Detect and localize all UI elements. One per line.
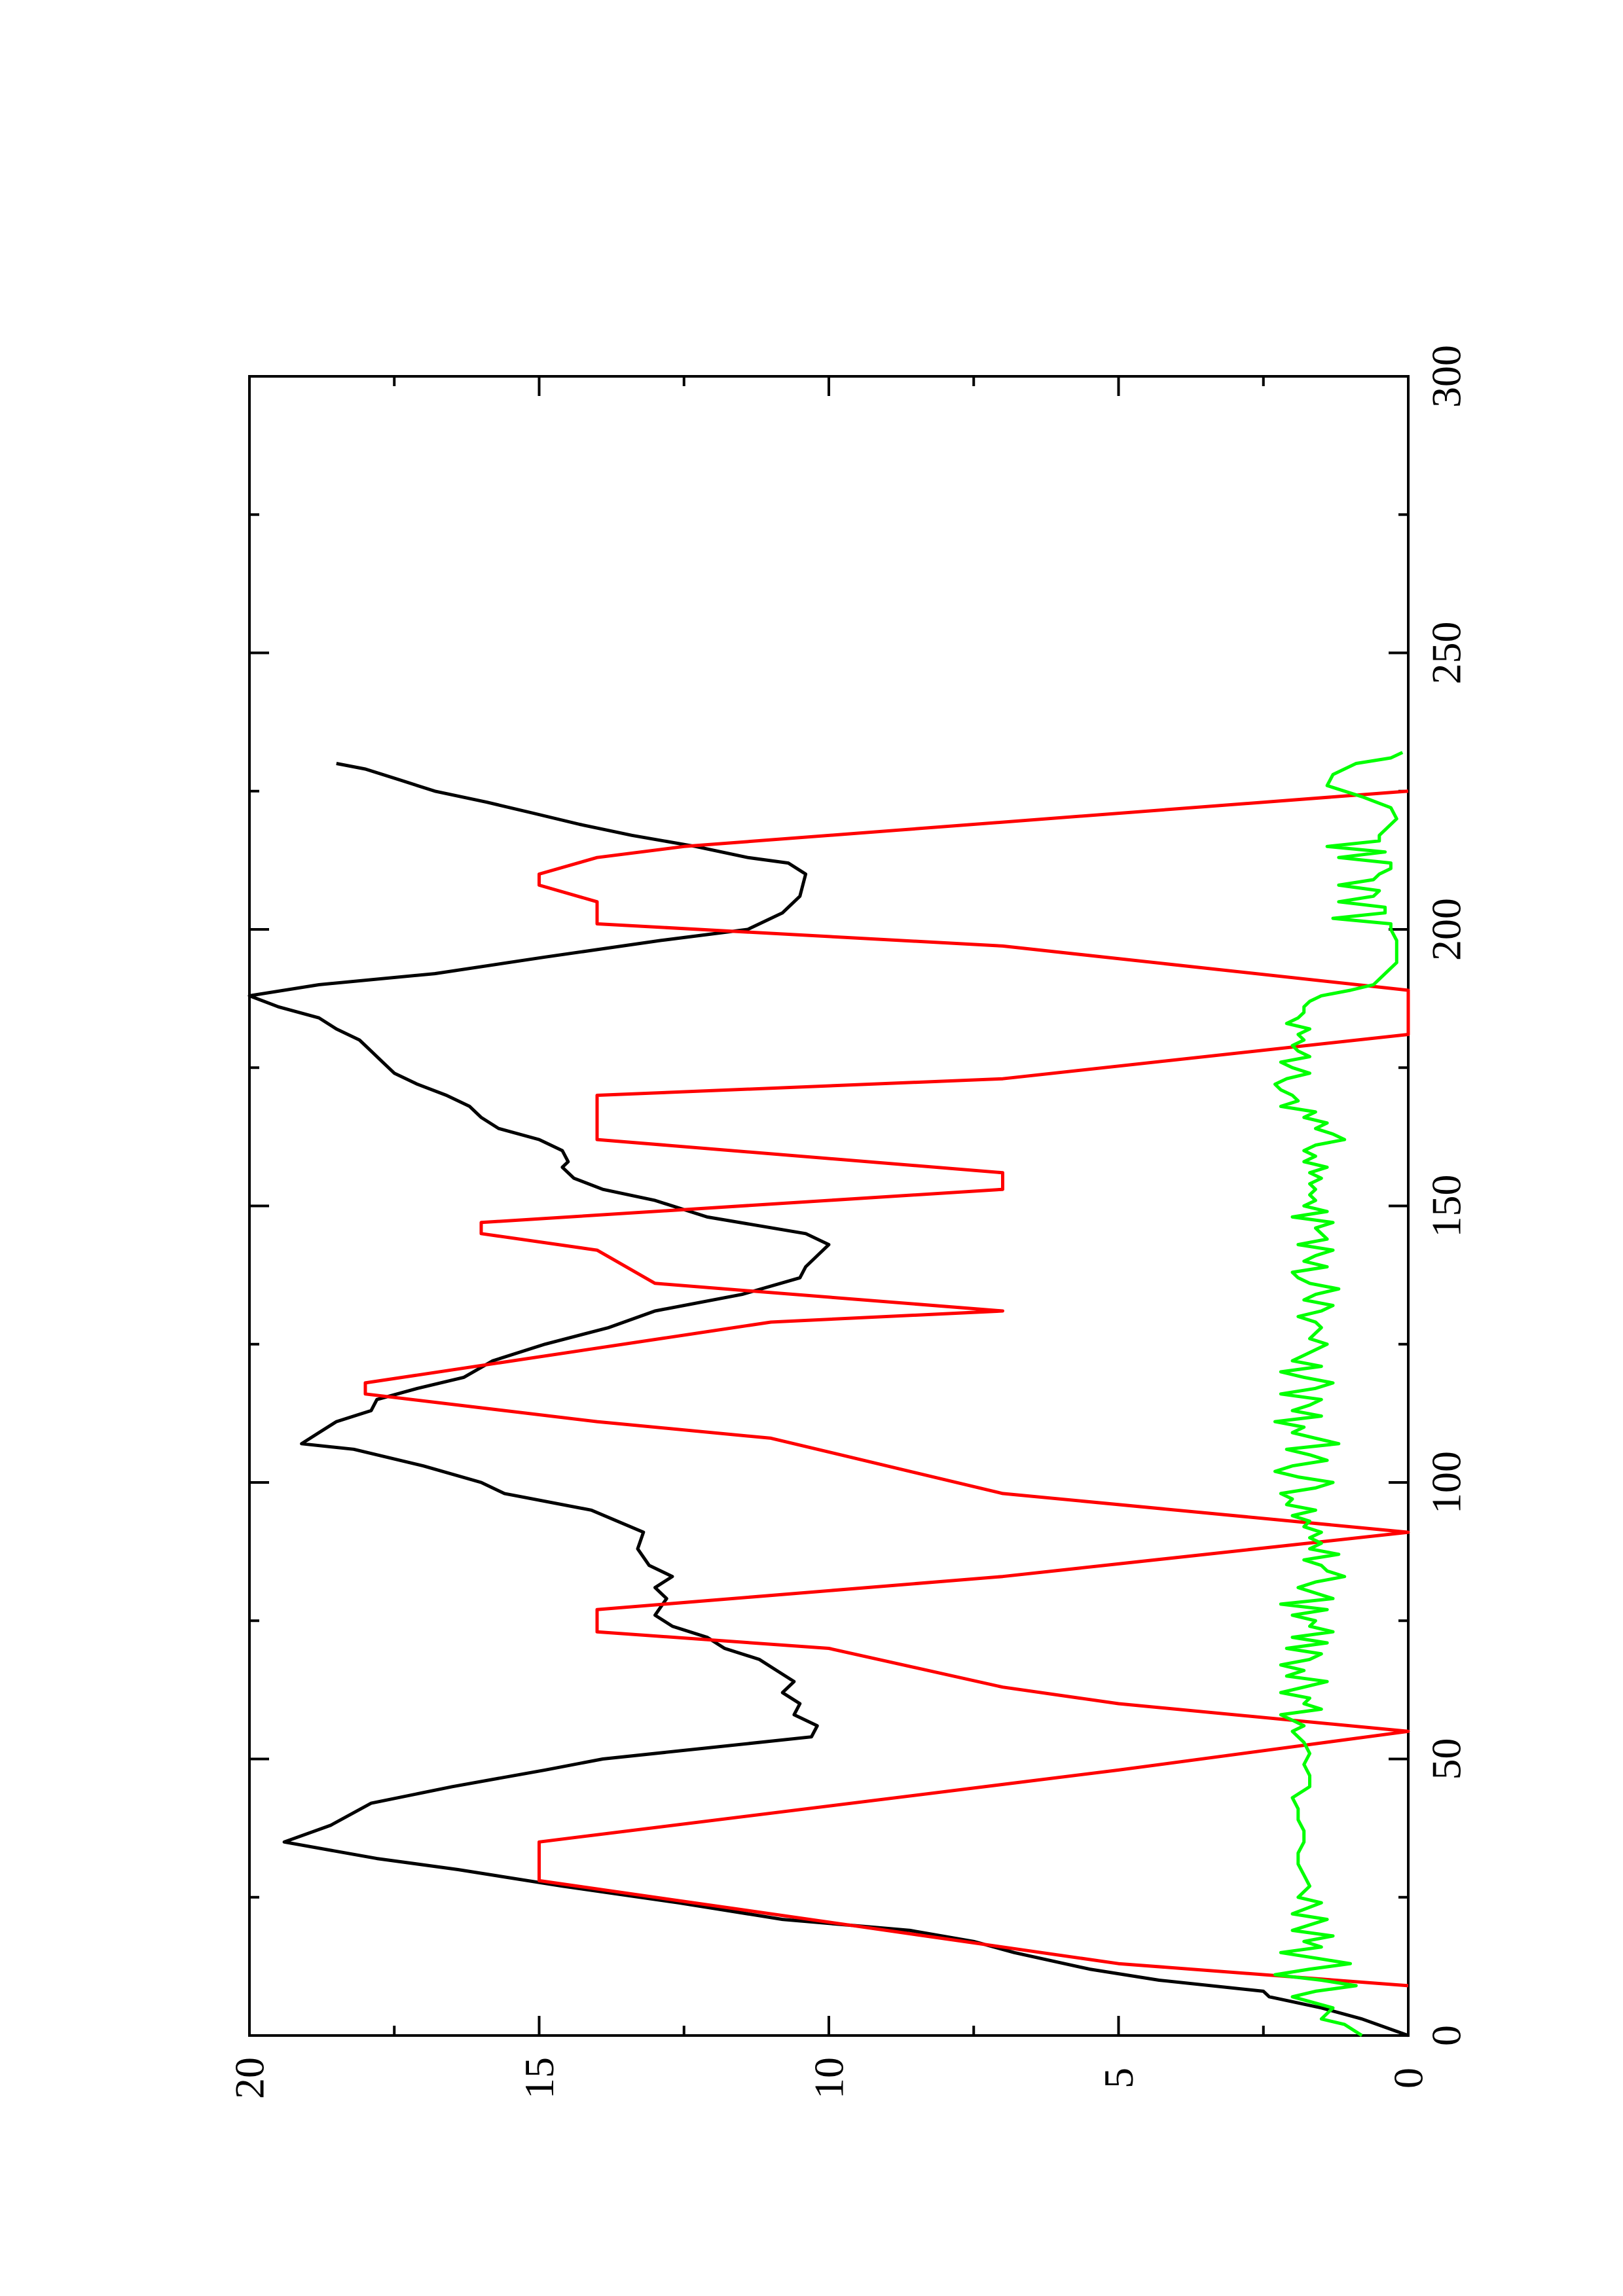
y-tick-label: 10	[806, 2057, 852, 2099]
red-series-line	[363, 789, 1410, 1988]
x-tick-label: 150	[1423, 1175, 1470, 1238]
y-tick-label: 20	[227, 2057, 273, 2099]
x-tick-label: 50	[1423, 1738, 1470, 1780]
axis-ticks	[248, 375, 1410, 2037]
axis-tick-labels: 0 50 100 150 200 250 300 0 5 10 15 20	[227, 345, 1470, 2099]
x-tick-label: 300	[1423, 345, 1470, 408]
x-tick-label: 250	[1423, 622, 1470, 685]
x-tick-label: 200	[1423, 898, 1470, 961]
y-tick-label: 5	[1095, 2068, 1142, 2089]
x-tick-label: 100	[1423, 1451, 1470, 1514]
plot-frame	[248, 375, 1410, 2037]
green-series-line	[1273, 751, 1404, 2037]
series-group	[247, 751, 1410, 2037]
y-tick-label: 15	[516, 2057, 562, 2099]
black-series-line	[247, 762, 1409, 2037]
x-tick-label: 0	[1423, 2025, 1470, 2046]
y-tick-label: 0	[1385, 2068, 1432, 2089]
